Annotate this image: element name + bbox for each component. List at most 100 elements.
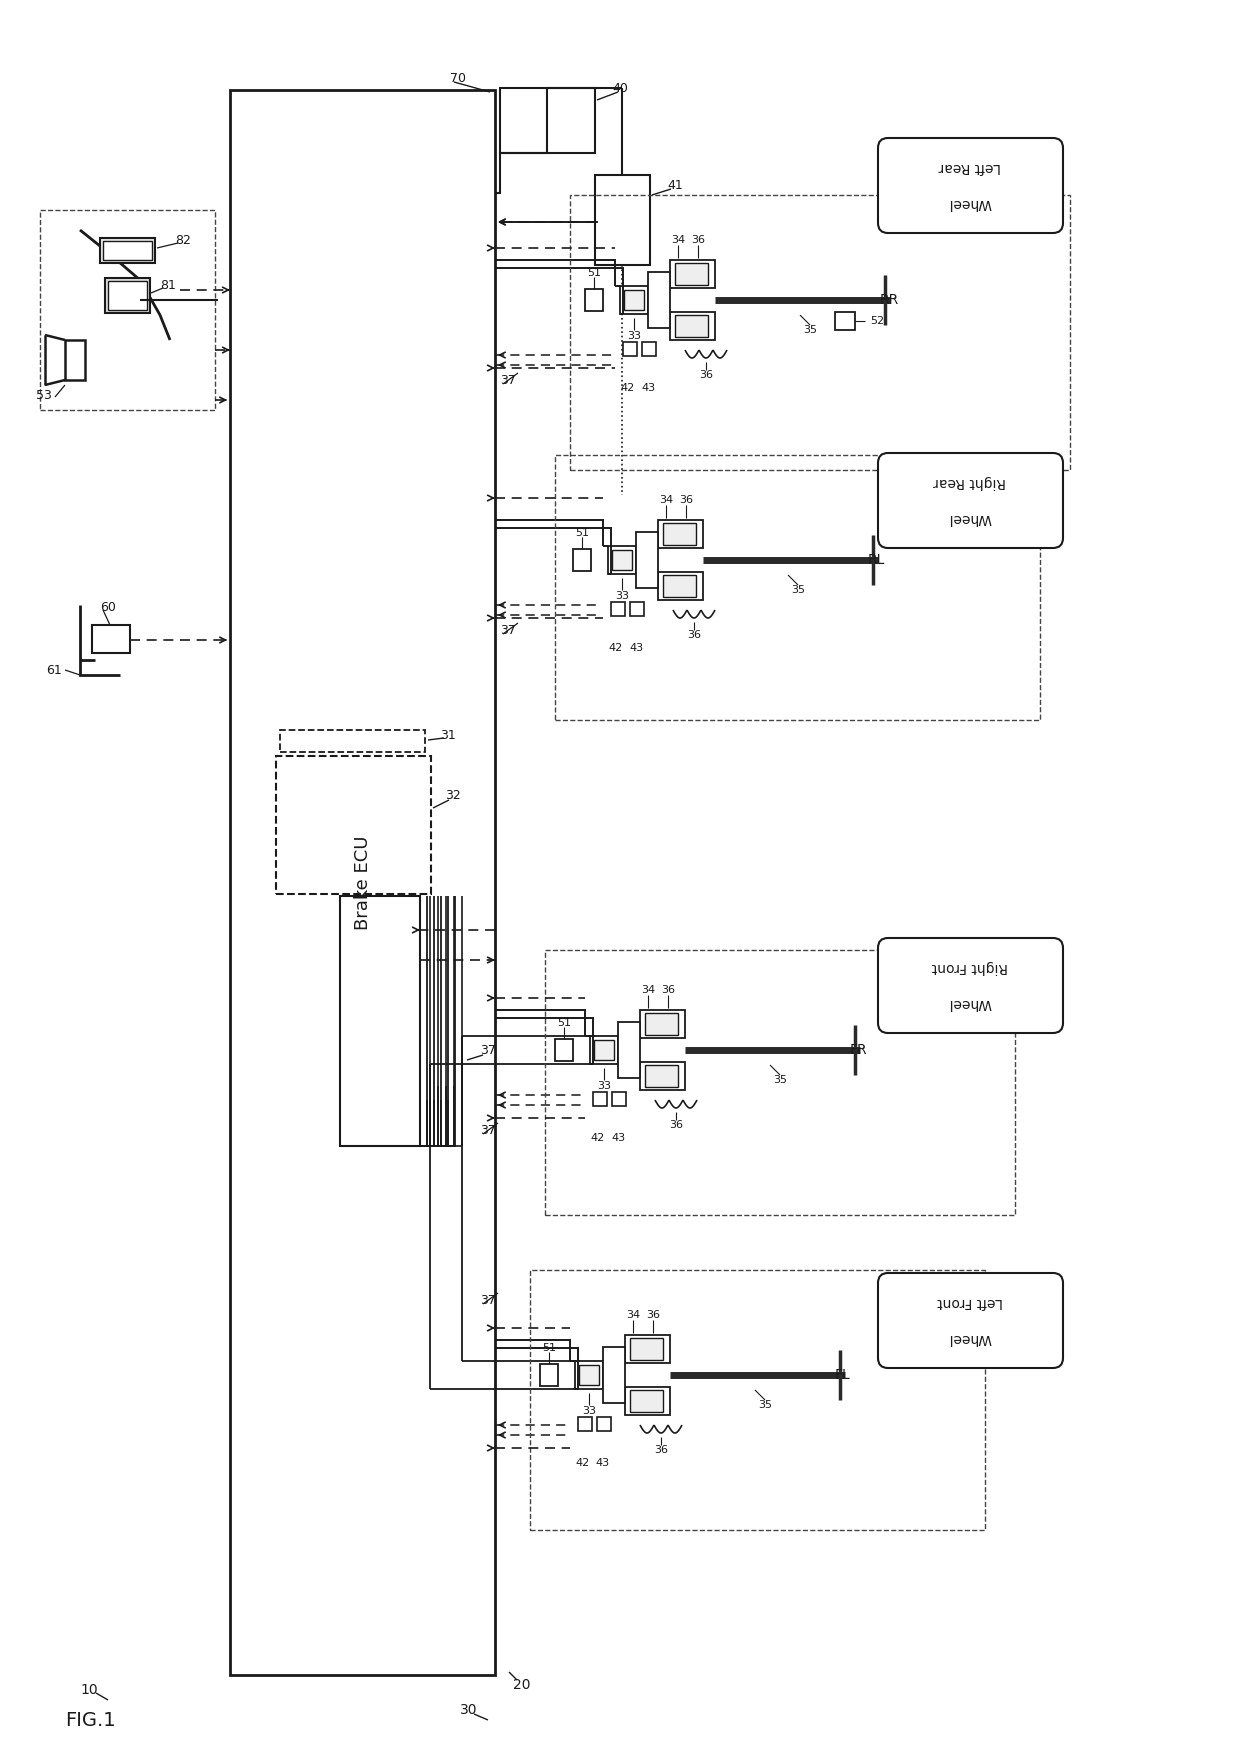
Text: Wheel: Wheel: [949, 996, 992, 1010]
Bar: [603, 1346, 625, 1403]
Bar: [573, 549, 591, 570]
Bar: [556, 1038, 573, 1061]
Bar: [529, 1271, 985, 1529]
Bar: [105, 278, 150, 313]
Text: 40: 40: [613, 81, 627, 95]
Bar: [613, 1091, 626, 1105]
Text: 61: 61: [46, 664, 62, 676]
Text: 34: 34: [626, 1309, 640, 1320]
Text: 82: 82: [175, 234, 191, 246]
Text: 81: 81: [160, 278, 176, 292]
Text: 31: 31: [440, 729, 456, 741]
Bar: [594, 1040, 614, 1060]
Bar: [649, 273, 670, 327]
Bar: [575, 1360, 603, 1389]
Text: Brake ECU: Brake ECU: [353, 836, 372, 929]
FancyBboxPatch shape: [878, 137, 1063, 232]
Text: Left Rear: Left Rear: [939, 160, 1001, 174]
Bar: [590, 1037, 618, 1065]
Bar: [613, 549, 632, 570]
Text: 30: 30: [460, 1704, 477, 1718]
Bar: [675, 315, 708, 336]
Text: 35: 35: [804, 326, 817, 334]
Text: 35: 35: [758, 1399, 773, 1410]
Text: 33: 33: [615, 591, 629, 600]
Bar: [620, 287, 649, 313]
Text: FL: FL: [835, 1368, 851, 1382]
Bar: [640, 1010, 684, 1038]
Text: 51: 51: [542, 1343, 556, 1353]
Bar: [658, 572, 703, 600]
Text: 36: 36: [680, 495, 693, 505]
Bar: [645, 1065, 678, 1088]
Text: 43: 43: [641, 384, 655, 392]
Text: 36: 36: [646, 1309, 660, 1320]
Text: 33: 33: [627, 331, 641, 341]
Bar: [570, 195, 1070, 470]
Text: 32: 32: [445, 788, 461, 801]
Bar: [640, 1061, 684, 1089]
Text: Left Front: Left Front: [937, 1295, 1003, 1309]
Bar: [608, 546, 636, 574]
Text: Wheel: Wheel: [949, 1331, 992, 1345]
Text: 33: 33: [596, 1081, 611, 1091]
Bar: [539, 1364, 558, 1387]
Text: 42: 42: [621, 384, 635, 392]
Bar: [645, 1014, 678, 1035]
Text: Right Rear: Right Rear: [934, 475, 1007, 489]
Bar: [622, 341, 637, 356]
Bar: [625, 1387, 670, 1415]
Text: 51: 51: [557, 1017, 570, 1028]
Bar: [663, 523, 696, 546]
Bar: [630, 602, 644, 616]
Text: FIG.1: FIG.1: [64, 1711, 115, 1730]
Text: 43: 43: [611, 1133, 625, 1142]
FancyBboxPatch shape: [878, 452, 1063, 547]
Bar: [593, 1091, 608, 1105]
Bar: [340, 896, 420, 1146]
Text: 37: 37: [500, 623, 516, 637]
Text: 43: 43: [629, 642, 644, 653]
Text: 37: 37: [500, 373, 516, 387]
Text: 36: 36: [653, 1445, 668, 1456]
Text: 43: 43: [596, 1457, 610, 1468]
Bar: [64, 340, 86, 380]
Text: 37: 37: [480, 1123, 496, 1137]
Text: 34: 34: [658, 495, 673, 505]
Bar: [618, 1023, 640, 1077]
Bar: [663, 576, 696, 597]
Bar: [625, 1336, 670, 1362]
Text: RL: RL: [868, 553, 885, 567]
Text: 35: 35: [791, 584, 805, 595]
Bar: [636, 532, 658, 588]
Text: 36: 36: [670, 1119, 683, 1130]
Bar: [100, 238, 155, 262]
Bar: [630, 1390, 663, 1412]
Text: 52: 52: [870, 317, 884, 326]
Bar: [630, 1338, 663, 1360]
Bar: [280, 730, 425, 752]
Bar: [92, 625, 130, 653]
Text: 36: 36: [699, 370, 713, 380]
Text: 37: 37: [480, 1044, 496, 1056]
Text: Wheel: Wheel: [949, 510, 992, 524]
FancyBboxPatch shape: [878, 1272, 1063, 1368]
Bar: [500, 88, 595, 153]
Bar: [611, 602, 625, 616]
Bar: [103, 241, 153, 260]
Bar: [624, 290, 644, 310]
Bar: [596, 1417, 611, 1431]
Bar: [229, 90, 495, 1676]
Bar: [675, 262, 708, 285]
Text: Right Front: Right Front: [932, 959, 1008, 973]
Text: 42: 42: [575, 1457, 590, 1468]
Bar: [578, 1417, 591, 1431]
Text: 60: 60: [100, 600, 115, 614]
Text: 37: 37: [480, 1294, 496, 1306]
Text: 36: 36: [691, 236, 706, 245]
Text: 34: 34: [641, 986, 655, 994]
Text: 36: 36: [661, 986, 675, 994]
Text: RR: RR: [880, 292, 899, 306]
Text: 51: 51: [575, 528, 589, 539]
Bar: [546, 950, 1016, 1214]
